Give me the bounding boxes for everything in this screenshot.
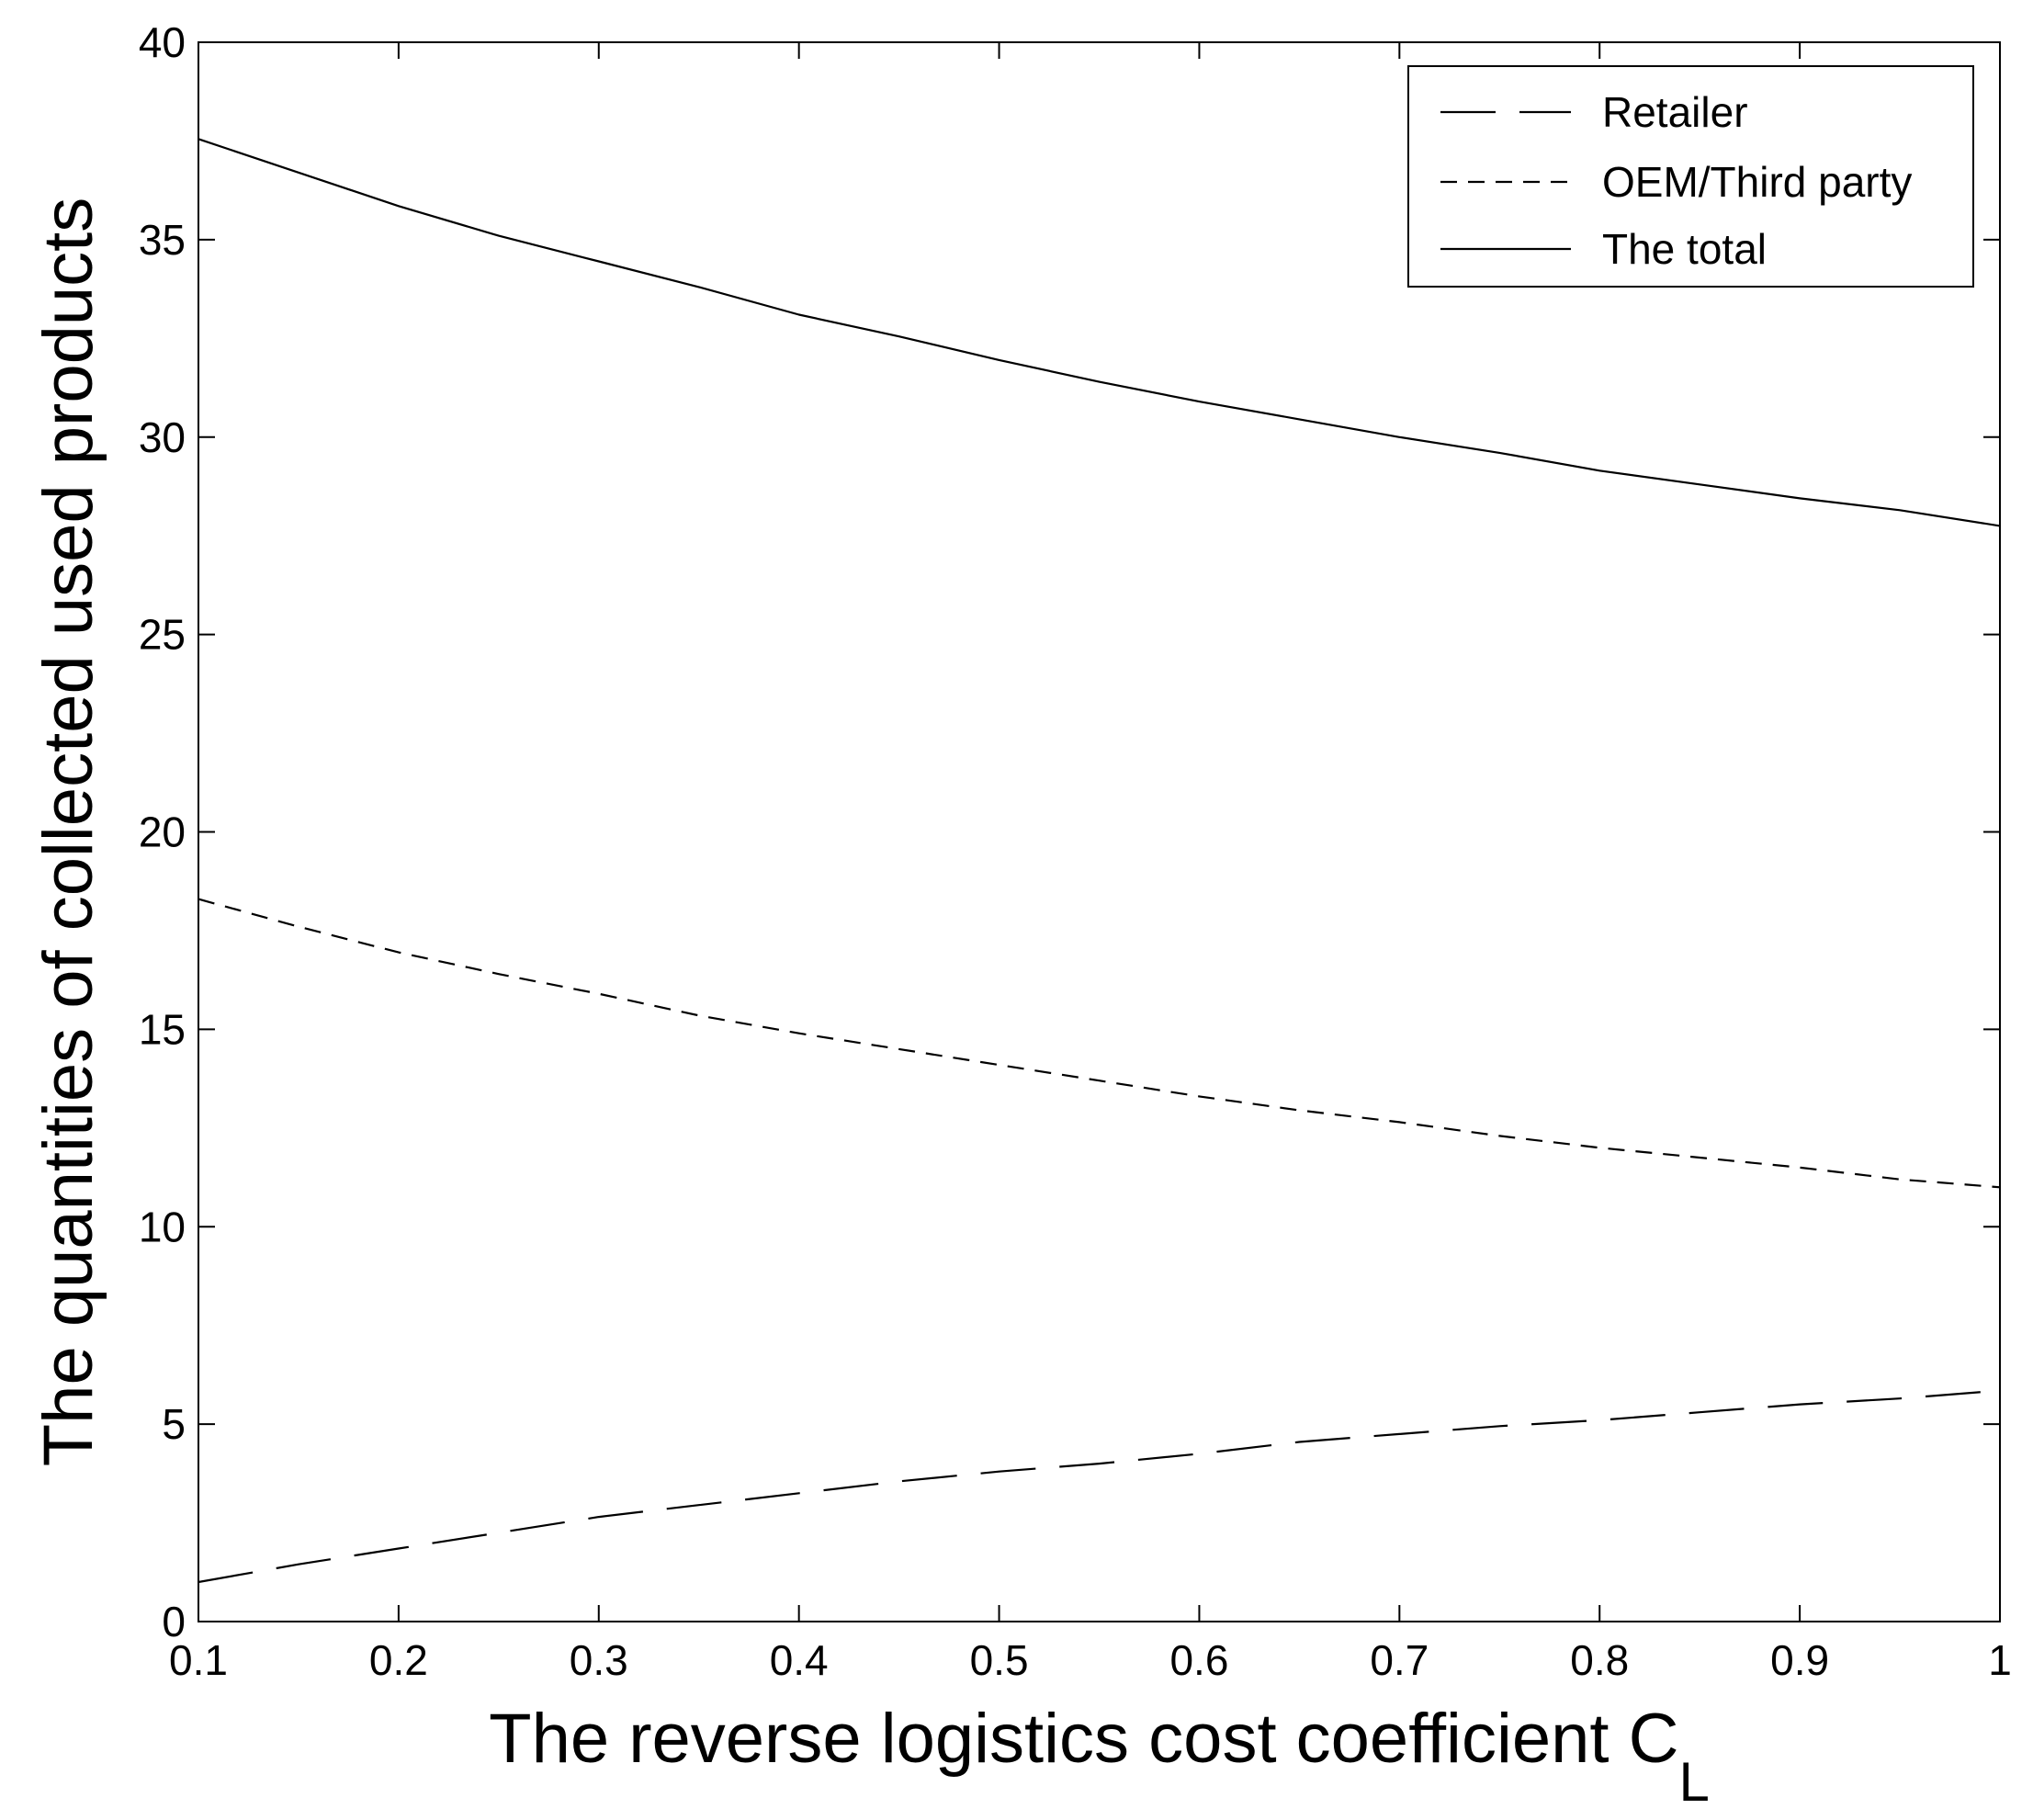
x-tick-label: 0.5 — [970, 1636, 1029, 1684]
y-tick-label: 20 — [139, 808, 186, 856]
x-axis-title: The reverse logistics cost coefficient C… — [489, 1700, 1710, 1813]
x-tick-label: 1 — [1988, 1636, 2012, 1684]
y-tick-label: 30 — [139, 413, 186, 461]
y-tick-label: 10 — [139, 1203, 186, 1250]
y-axis-title: The quantities of collected used product… — [29, 198, 107, 1467]
x-tick-label: 0.6 — [1169, 1636, 1228, 1684]
x-tick-label: 0.2 — [369, 1636, 428, 1684]
x-tick-label: 0.3 — [570, 1636, 628, 1684]
series-line-oem-third-party — [198, 898, 2001, 1189]
legend-label: OEM/Third party — [1602, 158, 1912, 206]
y-tick-label: 40 — [139, 18, 186, 66]
series-line-the-total — [198, 138, 2001, 527]
series-line-retailer — [198, 1389, 2001, 1584]
x-tick-label: 0.9 — [1770, 1636, 1829, 1684]
y-tick-label: 5 — [162, 1400, 186, 1448]
x-tick-label: 0.4 — [770, 1636, 829, 1684]
x-tick-label: 0.1 — [169, 1636, 228, 1684]
y-tick-label: 25 — [139, 611, 186, 659]
x-axis-title-main: The reverse logistics cost coefficient C — [489, 1700, 1678, 1778]
x-tick-label: 0.8 — [1570, 1636, 1629, 1684]
y-tick-label: 35 — [139, 216, 186, 264]
legend-label: The total — [1602, 225, 1767, 273]
y-tick-label: 0 — [162, 1598, 186, 1645]
x-tick-label: 0.7 — [1370, 1636, 1429, 1684]
y-tick-label: 15 — [139, 1005, 186, 1053]
x-axis-title-subscript: L — [1678, 1751, 1709, 1813]
legend-label: Retailer — [1602, 88, 1748, 136]
